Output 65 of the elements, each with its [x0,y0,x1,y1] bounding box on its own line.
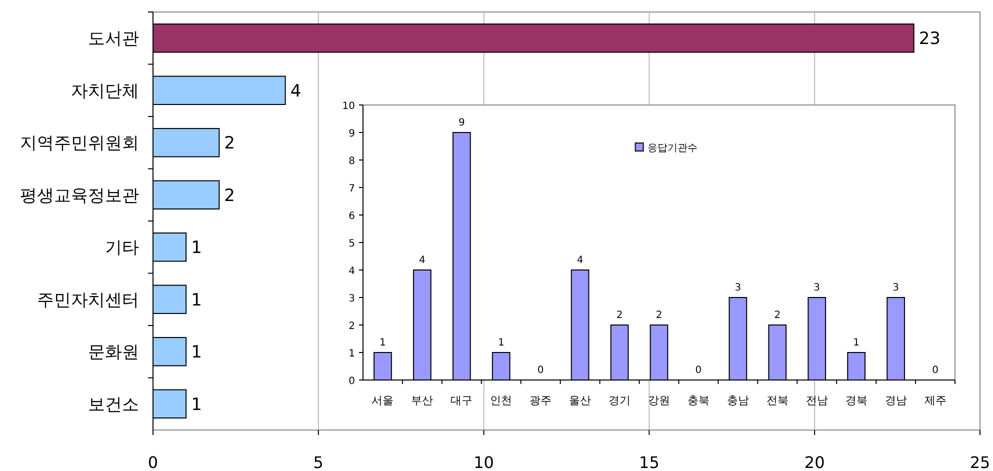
x-tick-label: 대구 [450,394,473,407]
x-tick-label: 제주 [924,394,946,407]
y-tick-label: 기타 [105,238,139,258]
data-label: 1 [191,394,202,415]
y-tick-label: 1 [348,348,355,360]
x-tick-label: 25 [970,453,990,471]
x-tick-label: 전북 [766,394,788,407]
x-tick-label: 20 [804,453,825,471]
y-tick-label: 2 [348,321,355,332]
x-tick-label: 광주 [530,394,552,407]
legend: 응답기관수 [634,142,698,154]
y-tick-label: 평생교육정보관 [20,186,139,206]
y-tick-label: 자치단체 [71,81,139,102]
y-tick-label: 6 [348,211,355,222]
x-tick-label: 경남 [884,394,907,407]
y-tick-label: 보건소 [88,394,139,415]
y-tick-label: 9 [348,128,355,140]
x-tick-label: 전남 [806,394,828,407]
data-label: 1 [380,338,386,348]
y-tick-label: 주민자치센터 [37,290,139,310]
data-label: 2 [224,186,235,206]
data-label: 4 [419,255,426,266]
y-tick-label: 4 [348,266,355,277]
data-label: 1 [853,338,860,348]
data-label: 2 [656,310,662,321]
x-tick-label: 강원 [648,394,670,407]
data-label: 1 [191,238,202,258]
x-tick-label: 인천 [490,394,512,407]
x-tick-label: 경기 [608,394,631,407]
data-label: 23 [918,29,940,50]
y-tick-label: 5 [348,238,355,250]
legend-label: 응답기관수 [647,143,698,154]
data-label: 1 [498,338,504,348]
data-label: 2 [616,310,623,321]
data-label: 4 [576,255,584,266]
data-label: 9 [458,118,465,128]
data-label: 2 [774,310,781,321]
y-tick-label: 10 [342,101,355,112]
x-tick-label: 5 [313,453,324,471]
data-label: 3 [892,282,899,294]
data-label: 3 [734,282,742,294]
x-tick-label: 0 [148,453,158,471]
x-tick-label: 서울 [372,394,394,407]
x-tick-label: 충남 [726,394,749,407]
data-label: 4 [290,81,302,102]
data-label: 2 [224,134,235,154]
data-label: 1 [191,342,202,363]
y-tick-label: 지역주민위원회 [20,134,139,154]
data-label: 3 [814,282,820,294]
x-tick-label: 15 [639,453,660,471]
y-tick-label: 3 [348,294,355,304]
data-label: 0 [695,365,702,376]
data-label: 0 [932,365,938,376]
x-tick-label: 10 [474,453,494,471]
data-label: 1 [191,290,202,310]
y-tick-label: 7 [348,184,355,194]
x-tick-label: 경북 [845,394,868,407]
data-label: 0 [537,365,544,376]
x-tick-label: 부산 [411,394,434,407]
y-tick-label: 문화원 [88,342,139,363]
x-tick-label: 충북 [687,394,710,407]
y-tick-label: 8 [348,156,355,167]
y-tick-label: 도서관 [88,29,139,50]
x-tick-label: 울산 [569,394,592,407]
y-tick-label: 0 [348,376,355,387]
